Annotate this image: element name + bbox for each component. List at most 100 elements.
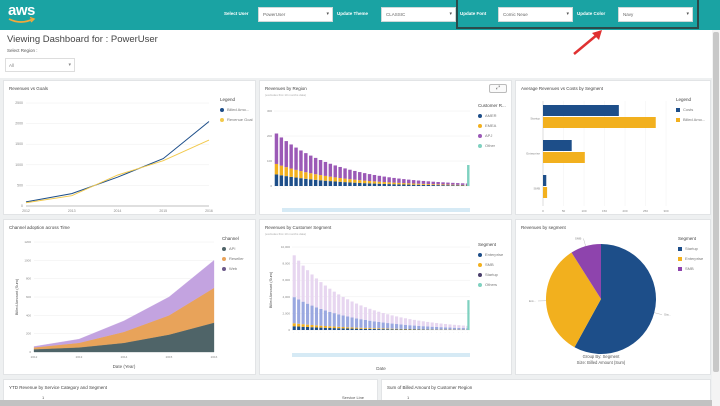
bar-segment (297, 323, 301, 327)
legend-item[interactable]: Billed Amo... (676, 117, 705, 122)
bar-segment (309, 179, 313, 186)
x-tick-label: · (313, 187, 317, 191)
bar-segment (328, 176, 333, 182)
legend-item[interactable]: SMB (478, 262, 503, 267)
legend-label: API (229, 246, 236, 251)
bar-segment (446, 184, 450, 186)
bar-segment (372, 329, 376, 330)
legend-item[interactable]: Reseller (222, 256, 244, 261)
vertical-scrollbar[interactable] (712, 30, 720, 406)
select-user-dropdown[interactable]: PowerUser ▾ (258, 7, 333, 22)
page-title: Viewing Dashboard for : PowerUser (7, 34, 158, 45)
legend-item[interactable]: Startup (678, 246, 703, 251)
y-tick-label: 1200 (24, 240, 31, 244)
bar-segment (430, 322, 434, 327)
x-tick-label: · (443, 331, 447, 335)
bar-segment (353, 179, 357, 183)
legend-swatch (220, 117, 224, 122)
legend-item[interactable]: EMEA (478, 123, 506, 128)
x-tick-label: 2014 (121, 355, 128, 359)
legend-item[interactable]: AMER (478, 113, 506, 118)
bar-segment (399, 328, 403, 330)
revenues-vs-goals-chart: 0 500 1000 1500 2000 2500 2012 2013 2014 2015 2016 (15, 101, 213, 213)
update-theme-dropdown[interactable]: CLASSIC ▾ (381, 7, 456, 22)
legend-swatch (478, 252, 482, 257)
bar-segment (362, 173, 367, 181)
bar-segment (301, 326, 305, 330)
bar-segment (350, 327, 354, 329)
y-tick-label: 0 (288, 328, 290, 332)
bar-segment (382, 183, 386, 186)
bar-segment (332, 313, 336, 327)
bar-segment (382, 182, 386, 184)
avg-revenues-costs-card: Average Revenues vs Costs by Segment 0 50… (515, 80, 711, 215)
y-tick-label: 6,000 (282, 278, 290, 282)
legend-swatch (478, 113, 482, 118)
bar-segment (461, 325, 465, 329)
legend-item[interactable]: Other (478, 143, 506, 148)
bar-segment (301, 324, 305, 327)
bar-segment (301, 301, 305, 325)
bar-segment (431, 185, 435, 186)
x-tick-label: · (328, 187, 332, 191)
channel-adoption-chart: 0 200 400 600 800 1000 1200 2012 2013 2014 2015 201… (14, 240, 218, 369)
x-tick-label: · (450, 187, 454, 191)
bar-segment (377, 175, 382, 182)
legend-item[interactable]: Enterprise (478, 252, 503, 257)
x-tick-label: 0 (542, 209, 544, 213)
channel-adoption-card: Channel adoption across Time 0 200 400 600 8… (3, 219, 256, 375)
bar-segment (343, 182, 347, 186)
legend-item[interactable]: SMB (678, 266, 703, 271)
legend-label: Enterprise (485, 252, 504, 257)
bar-segment (399, 324, 403, 329)
bar-segment (306, 327, 310, 330)
legend-item[interactable]: APJ (478, 133, 506, 138)
bar-segment (301, 265, 305, 302)
bar-segment (377, 311, 381, 322)
bar-segment (431, 181, 435, 185)
bar-segment (451, 184, 455, 186)
legend-label: SMB (685, 266, 694, 271)
x-tick-label: · (381, 331, 385, 335)
legend-label: Costs (683, 107, 694, 112)
legend-item[interactable]: Revenue Goal (220, 117, 253, 122)
horizontal-scrollbar[interactable] (0, 400, 712, 406)
bar-segment (318, 159, 323, 176)
update-color-dropdown[interactable]: Navy ▾ (618, 7, 693, 22)
bar-segment (377, 181, 382, 184)
bar-segment (354, 328, 359, 330)
x-tick-label: · (314, 331, 318, 335)
bar-segment (397, 182, 401, 185)
expand-button[interactable]: ⤢ (489, 84, 507, 93)
series-line (25, 121, 210, 203)
legend-item[interactable]: Others (478, 282, 503, 287)
legend-item[interactable]: Billed Amo... (220, 107, 253, 112)
bar-segment (456, 185, 460, 186)
x-tick-label: · (448, 331, 452, 335)
x-tick-label: · (390, 331, 394, 335)
bar-segment (328, 327, 332, 330)
x-tick-label: · (310, 331, 314, 335)
x-tick-label: · (336, 331, 340, 335)
update-font-dropdown[interactable]: Comic Neue ▾ (498, 7, 573, 22)
x-tick-label: · (455, 187, 459, 191)
bar-segment (323, 180, 328, 186)
select-region-dropdown[interactable]: All ▾ (5, 58, 75, 72)
legend-item[interactable]: Web (222, 266, 244, 271)
legend-item[interactable]: API (222, 246, 244, 251)
legend-label: Billed Amo... (227, 107, 250, 112)
legend-item[interactable]: Startup (478, 272, 503, 277)
legend: Legend Costs Billed Amo... (676, 97, 705, 127)
scrollbar-thumb[interactable] (713, 32, 719, 372)
legend-item[interactable]: Enterprise (678, 256, 703, 261)
bar-segment (402, 179, 406, 184)
y-tick-label: 400 (26, 313, 31, 317)
legend-item[interactable]: Costs (676, 107, 705, 112)
x-tick-label: · (456, 331, 460, 335)
pie-group-by: Group By: Segment (582, 354, 620, 359)
bar-segment (441, 185, 445, 186)
bar-segment (363, 319, 367, 328)
bar-other (467, 300, 470, 330)
legend-title: Legend (676, 97, 692, 102)
legend: Channel API Reseller Web (222, 236, 244, 276)
